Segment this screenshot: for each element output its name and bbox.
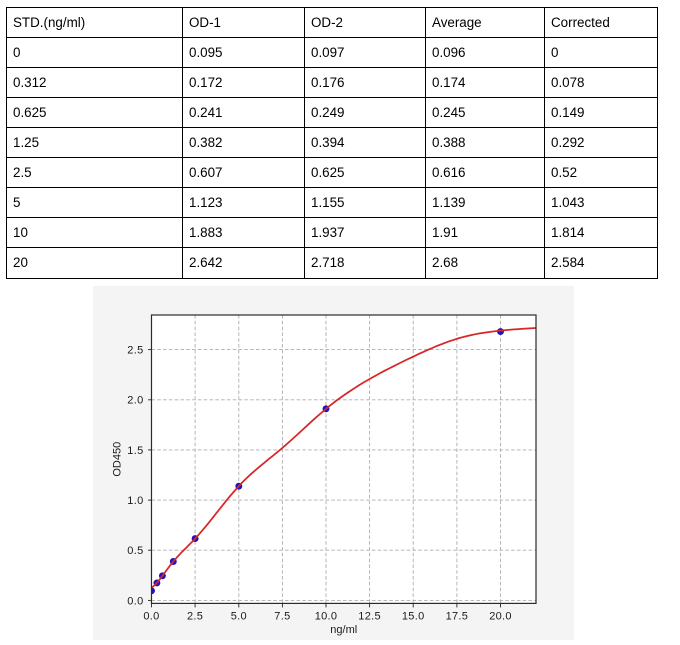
svg-text:1.0: 1.0 [127, 495, 143, 507]
svg-text:0.0: 0.0 [127, 595, 143, 607]
svg-text:1.5: 1.5 [127, 445, 143, 457]
svg-text:15.0: 15.0 [402, 611, 425, 623]
svg-text:12.5: 12.5 [358, 611, 381, 623]
svg-text:0.5: 0.5 [127, 545, 143, 557]
svg-text:2.0: 2.0 [127, 395, 143, 407]
svg-text:10.0: 10.0 [315, 611, 338, 623]
svg-text:20.0: 20.0 [489, 611, 512, 623]
svg-text:ng/ml: ng/ml [330, 624, 357, 636]
svg-text:2.5: 2.5 [127, 345, 143, 357]
svg-text:2.5: 2.5 [187, 611, 203, 623]
svg-text:OD450: OD450 [111, 442, 123, 477]
svg-text:0.0: 0.0 [143, 611, 159, 623]
svg-text:17.5: 17.5 [446, 611, 469, 623]
svg-text:7.5: 7.5 [274, 611, 290, 623]
svg-text:5.0: 5.0 [231, 611, 247, 623]
